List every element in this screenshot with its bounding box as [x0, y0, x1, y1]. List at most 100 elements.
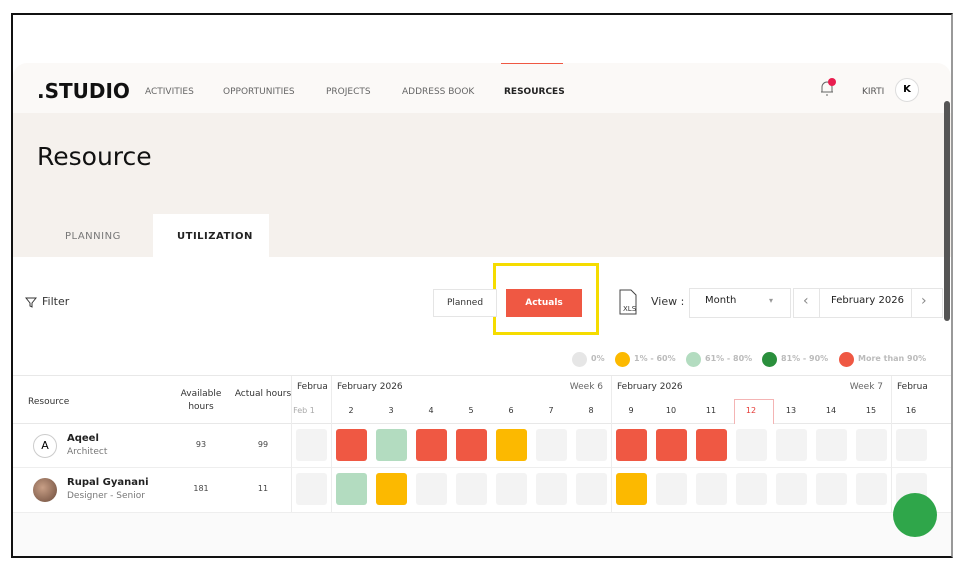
utilization-cell[interactable]	[816, 429, 847, 461]
filter-icon[interactable]	[25, 296, 37, 308]
legend-dot	[572, 352, 587, 367]
utilization-cell[interactable]	[816, 473, 847, 505]
period-nav	[793, 288, 943, 318]
user-avatar[interactable]: K	[895, 78, 919, 102]
group-label: February 2026	[617, 382, 683, 392]
utilization-cell[interactable]	[696, 429, 727, 461]
utilization-cell[interactable]	[536, 429, 567, 461]
utilization-cell[interactable]	[616, 473, 647, 505]
actual-hours: 99	[257, 440, 269, 449]
scrollbar[interactable]	[944, 101, 950, 321]
utilization-cell[interactable]	[656, 429, 687, 461]
avatar-photo	[33, 478, 57, 502]
view-select[interactable]	[689, 288, 791, 318]
user-name[interactable]: KIRTI	[862, 87, 885, 97]
legend-label: 81% - 90%	[781, 354, 829, 363]
group-label: February	[897, 382, 927, 392]
utilization-cell[interactable]	[776, 473, 807, 505]
week-label: Week 6	[569, 382, 603, 392]
day-label: 8	[588, 406, 594, 415]
export-icon[interactable]: XLS	[618, 289, 638, 315]
week-label: Week 7	[849, 382, 883, 392]
utilization-cell[interactable]	[856, 473, 887, 505]
day-label: 16	[905, 406, 917, 415]
utilization-cell[interactable]	[456, 429, 487, 461]
day-label: 5	[468, 406, 474, 415]
utilization-cell[interactable]	[416, 429, 447, 461]
page-title: Resource	[37, 142, 152, 171]
resource-role: Architect	[67, 447, 108, 457]
view-value: Month	[705, 295, 737, 306]
utilization-cell[interactable]	[576, 473, 607, 505]
utilization-cell[interactable]	[296, 473, 327, 505]
utilization-cell[interactable]	[376, 473, 407, 505]
utilization-cell[interactable]	[536, 473, 567, 505]
column-header: Available hours	[180, 389, 222, 412]
legend-dot	[615, 352, 630, 367]
utilization-cell[interactable]	[736, 429, 767, 461]
tab[interactable]: PLANNING	[65, 231, 121, 242]
toggle-button[interactable]: Planned	[433, 289, 497, 317]
day-label: 3	[388, 406, 394, 415]
utilization-cell[interactable]	[776, 429, 807, 461]
legend-dot	[762, 352, 777, 367]
group-label: February 2026	[337, 382, 403, 392]
nav-item[interactable]: OPPORTUNITIES	[223, 87, 295, 97]
legend-dot	[686, 352, 701, 367]
utilization-cell[interactable]	[896, 429, 927, 461]
utilization-cell[interactable]	[296, 429, 327, 461]
group-label: February	[297, 382, 327, 392]
next-button[interactable]: ›	[921, 293, 927, 309]
legend-label: 61% - 80%	[705, 354, 753, 363]
utilization-cell[interactable]	[336, 473, 367, 505]
row-rule	[13, 467, 951, 468]
resource-role: Designer - Senior	[67, 491, 145, 501]
nav-bar	[13, 63, 951, 113]
utilization-cell[interactable]	[456, 473, 487, 505]
logo[interactable]: .STUDIO	[37, 79, 130, 103]
tab[interactable]: UTILIZATION	[177, 231, 253, 242]
actual-hours: 11	[257, 484, 269, 493]
day-label: 13	[785, 406, 797, 415]
utilization-cell[interactable]	[696, 473, 727, 505]
resource-name: Aqeel	[67, 433, 99, 444]
available-hours: 93	[195, 440, 207, 449]
resource-name: Rupal Gyanani	[67, 477, 149, 488]
toggle-button[interactable]: Actuals	[506, 289, 582, 317]
column-divider	[291, 376, 292, 513]
bell-icon[interactable]	[818, 78, 836, 98]
nav-item[interactable]: ACTIVITIES	[145, 87, 194, 97]
prev-button[interactable]: ‹	[803, 293, 809, 309]
legend-dot	[839, 352, 854, 367]
screen: .STUDIO KIRTI K Resource Filter XLS View…	[11, 13, 953, 558]
utilization-cell[interactable]	[576, 429, 607, 461]
export-label: XLS	[623, 305, 637, 313]
utilization-cell[interactable]	[736, 473, 767, 505]
header-rule	[13, 423, 951, 424]
day-label: 12	[745, 406, 757, 415]
legend-label: More than 90%	[858, 354, 927, 363]
utilization-cell[interactable]	[416, 473, 447, 505]
column-header: Actual hours	[234, 389, 292, 399]
legend-label: 0%	[591, 354, 605, 363]
day-label: 10	[665, 406, 677, 415]
nav-item[interactable]: ADDRESS BOOK	[402, 87, 475, 97]
utilization-cell[interactable]	[616, 429, 647, 461]
utilization-cell[interactable]	[336, 429, 367, 461]
resource-table: Resource Available hours Actual hours Febru…	[13, 375, 951, 513]
nav-item[interactable]: RESOURCES	[504, 87, 565, 97]
view-label: View :	[651, 295, 685, 308]
utilization-cell[interactable]	[656, 473, 687, 505]
legend-label: 1% - 60%	[634, 354, 676, 363]
divider	[819, 288, 820, 318]
nav-item[interactable]: PROJECTS	[326, 87, 371, 97]
utilization-cell[interactable]	[376, 429, 407, 461]
utilization-cell[interactable]	[856, 429, 887, 461]
utilization-cell[interactable]	[496, 473, 527, 505]
day-label: 11	[705, 406, 717, 415]
utilization-cell[interactable]	[496, 429, 527, 461]
filter-button[interactable]: Filter	[42, 295, 70, 308]
day-label: 14	[825, 406, 837, 415]
chat-button[interactable]	[893, 493, 937, 537]
